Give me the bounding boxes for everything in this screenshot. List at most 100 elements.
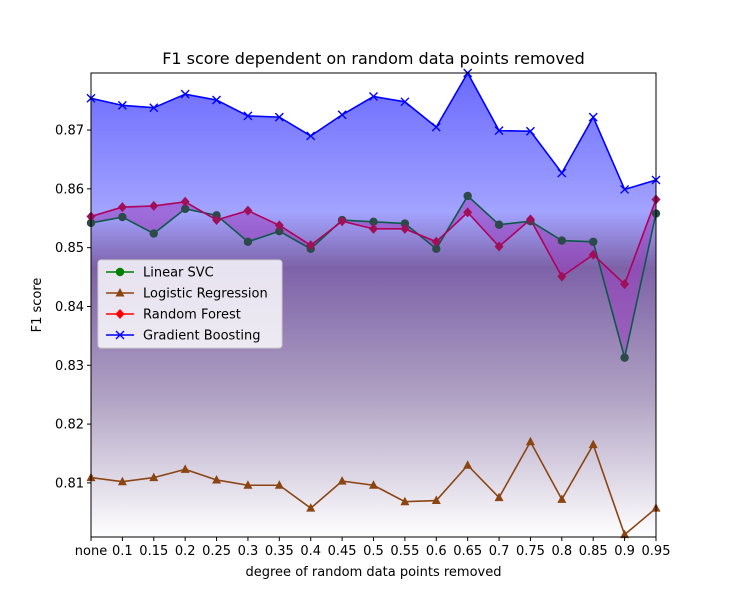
data-point-random-forest-2 (149, 200, 159, 211)
data-point-gradient-boosting-3 (180, 89, 190, 99)
y-tick-label: 0.83 (55, 359, 84, 374)
x-tick-label: 0.8 (551, 544, 572, 559)
data-point-random-forest-7 (306, 240, 316, 251)
x-tick-label: 0.3 (238, 544, 259, 559)
data-point-gradient-boosting-9 (369, 92, 378, 102)
data-point-random-forest-15 (557, 271, 567, 282)
data-point-gradient-boosting-10 (400, 97, 410, 107)
data-point-random-forest-11 (431, 236, 441, 247)
data-point-gradient-boosting-17 (620, 184, 630, 194)
data-point-gradient-boosting-15 (557, 168, 567, 178)
data-point-logistic-regression-15 (557, 494, 567, 503)
data-point-logistic-regression-8 (337, 476, 347, 485)
data-point-linear-svc-13 (494, 220, 504, 229)
data-point-logistic-regression-7 (306, 503, 316, 512)
x-tick-label: 0.5 (363, 544, 384, 559)
legend-marker (115, 330, 125, 340)
data-point-random-forest-4 (212, 215, 222, 226)
data-point-logistic-regression-1 (117, 476, 127, 486)
data-point-random-forest-8 (337, 216, 347, 227)
data-point-linear-svc-1 (118, 212, 127, 222)
data-point-gradient-boosting-13 (494, 126, 504, 136)
data-point-logistic-regression-6 (274, 480, 284, 489)
chart-title: F1 score dependent on random data points… (162, 49, 585, 68)
y-tick-label: 0.86 (55, 182, 84, 197)
x-tick-label: none (75, 544, 107, 559)
x-tick-label: 0.55 (390, 544, 419, 559)
data-point-random-forest-1 (117, 202, 127, 213)
data-point-logistic-regression-12 (463, 460, 473, 469)
data-point-random-forest-13 (494, 241, 504, 252)
data-point-linear-svc-15 (557, 236, 567, 245)
data-point-logistic-regression-11 (431, 495, 441, 505)
data-point-random-forest-10 (400, 223, 410, 234)
x-tick-label: 0.95 (642, 544, 671, 559)
data-point-logistic-regression-17 (620, 529, 630, 539)
legend-label: Random Forest (143, 308, 241, 323)
x-tick-label: 0.1 (112, 544, 133, 559)
x-tick-label: 0.6 (426, 544, 447, 559)
data-point-gradient-boosting-4 (212, 95, 222, 105)
data-point-random-forest-12 (463, 207, 473, 218)
x-tick-label: 0.4 (300, 544, 321, 559)
legend-marker (115, 267, 125, 277)
y-tick-label: 0.84 (55, 300, 84, 315)
data-point-gradient-boosting-5 (243, 111, 253, 121)
data-point-linear-svc-3 (180, 204, 190, 214)
legend-box (97, 259, 283, 349)
data-point-logistic-regression-2 (149, 472, 159, 482)
data-point-gradient-boosting-11 (431, 122, 441, 132)
data-point-logistic-regression-10 (400, 496, 410, 506)
data-point-logistic-regression-14 (525, 436, 535, 446)
y-tick-label: 0.82 (55, 418, 84, 433)
legend-marker (115, 309, 125, 319)
data-point-gradient-boosting-8 (337, 110, 347, 120)
data-point-linear-svc-6 (275, 226, 284, 236)
y-tick-label: 0.81 (55, 476, 84, 491)
data-point-gradient-boosting-16 (588, 112, 598, 122)
data-point-random-forest-9 (369, 223, 378, 234)
x-tick-label: 0.75 (516, 544, 545, 559)
data-point-random-forest-17 (620, 279, 630, 290)
x-axis-label: degree of random data points removed (246, 565, 502, 580)
x-tick-label: 0.35 (265, 544, 294, 559)
data-point-random-forest-6 (274, 220, 284, 231)
x-tick-label: 0.9 (614, 544, 635, 559)
legend-label: Linear SVC (143, 266, 214, 281)
y-tick-label: 0.87 (55, 124, 84, 139)
x-tick-label: 0.2 (175, 544, 196, 559)
data-point-random-forest-16 (588, 249, 598, 260)
data-point-gradient-boosting-6 (274, 112, 284, 122)
data-point-linear-svc-17 (620, 353, 629, 362)
data-point-gradient-boosting-7 (306, 131, 316, 141)
x-tick-label: 0.15 (139, 544, 168, 559)
data-point-random-forest-5 (243, 205, 253, 216)
data-point-linear-svc-12 (463, 191, 472, 201)
legend: Linear SVC Logistic Regression Random Fore… (97, 259, 283, 349)
data-point-gradient-boosting-2 (149, 103, 159, 113)
y-axis-label: F1 score (30, 278, 45, 333)
x-tick-label: 0.7 (489, 544, 510, 559)
x-tick-label: 0.85 (579, 544, 608, 559)
data-point-linear-svc-10 (400, 219, 410, 228)
legend-label: Gradient Boosting (143, 329, 261, 344)
x-tick-label: 0.25 (202, 544, 231, 559)
data-point-logistic-regression-5 (243, 480, 253, 489)
data-point-gradient-boosting-1 (117, 100, 127, 110)
legend-label: Logistic Regression (143, 287, 268, 302)
data-point-random-forest-14 (525, 214, 535, 225)
data-point-logistic-regression-13 (494, 492, 504, 502)
data-point-linear-svc-5 (243, 237, 253, 246)
data-point-logistic-regression-16 (588, 439, 598, 449)
x-tick-label: 0.65 (453, 544, 482, 559)
data-point-linear-svc-9 (369, 217, 378, 226)
data-point-linear-svc-16 (589, 237, 598, 246)
data-point-linear-svc-11 (432, 244, 441, 254)
data-point-gradient-boosting-14 (525, 126, 535, 136)
data-point-logistic-regression-3 (180, 464, 190, 473)
data-point-linear-svc-2 (149, 229, 158, 238)
x-tick-label: 0.45 (328, 544, 357, 559)
data-point-logistic-regression-9 (369, 480, 378, 489)
